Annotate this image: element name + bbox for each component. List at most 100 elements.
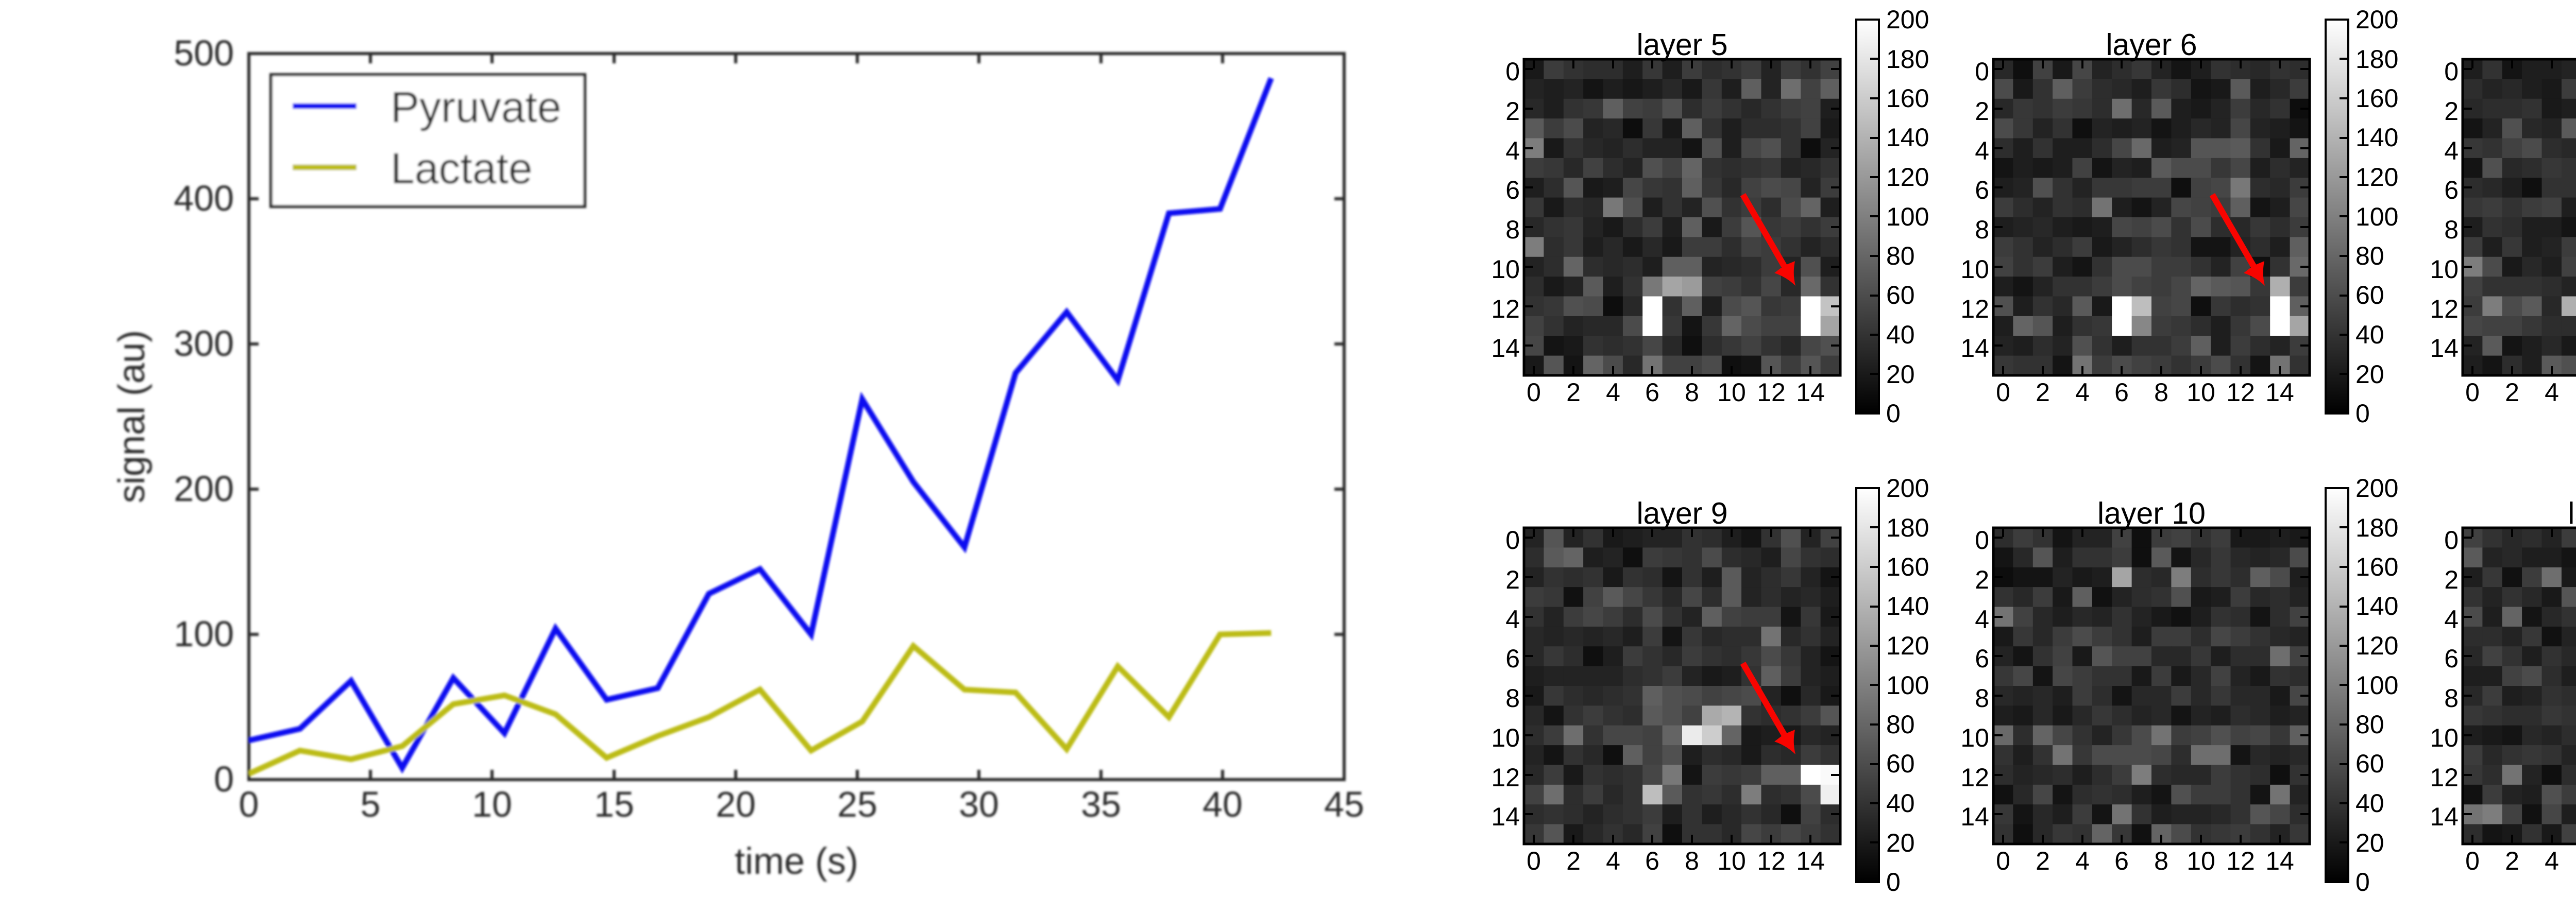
svg-text:0: 0	[1505, 526, 1520, 555]
svg-text:20: 20	[1886, 360, 1915, 389]
svg-text:40: 40	[2355, 320, 2384, 349]
svg-text:8: 8	[1685, 847, 1699, 875]
svg-text:300: 300	[174, 323, 234, 364]
svg-text:500: 500	[174, 33, 234, 73]
svg-text:200: 200	[2355, 5, 2398, 34]
svg-text:0: 0	[1886, 399, 1901, 428]
svg-text:8: 8	[1505, 684, 1520, 713]
svg-text:14: 14	[2265, 378, 2294, 407]
svg-text:14: 14	[1491, 802, 1520, 831]
svg-text:time (s): time (s)	[735, 841, 858, 882]
svg-text:160: 160	[1886, 553, 1929, 581]
svg-text:100: 100	[2355, 671, 2398, 700]
svg-text:45: 45	[1324, 784, 1364, 824]
svg-text:2: 2	[1975, 97, 1989, 126]
svg-text:160: 160	[1886, 84, 1929, 113]
svg-text:4: 4	[1606, 378, 1620, 407]
svg-text:35: 35	[1081, 784, 1121, 824]
svg-text:20: 20	[1886, 829, 1915, 857]
svg-text:14: 14	[2265, 847, 2294, 875]
svg-text:0: 0	[2465, 847, 2480, 875]
svg-text:4: 4	[1505, 136, 1520, 165]
svg-text:0: 0	[1996, 378, 2010, 407]
svg-text:60: 60	[1886, 749, 1915, 778]
svg-text:6: 6	[2444, 176, 2459, 204]
svg-text:4: 4	[2075, 378, 2090, 407]
svg-text:10: 10	[2430, 723, 2459, 752]
svg-text:2: 2	[2444, 97, 2459, 126]
svg-text:80: 80	[2355, 710, 2384, 739]
svg-text:layer 11: layer 11	[2568, 496, 2576, 530]
svg-text:14: 14	[2430, 802, 2459, 831]
svg-text:2: 2	[1505, 565, 1520, 594]
svg-text:140: 140	[1886, 592, 1929, 620]
svg-text:0: 0	[2444, 526, 2459, 555]
svg-text:100: 100	[1886, 671, 1929, 700]
svg-text:0: 0	[1886, 868, 1901, 896]
svg-text:0: 0	[2355, 868, 2370, 896]
svg-text:0: 0	[1505, 57, 1520, 86]
svg-text:10: 10	[472, 784, 512, 824]
svg-text:200: 200	[2355, 474, 2398, 503]
svg-text:180: 180	[1886, 513, 1929, 542]
svg-text:40: 40	[2355, 789, 2384, 818]
svg-text:14: 14	[1960, 334, 1989, 363]
svg-text:6: 6	[1505, 644, 1520, 673]
svg-text:0: 0	[2444, 57, 2459, 86]
svg-text:40: 40	[1886, 789, 1915, 818]
svg-text:2: 2	[2444, 565, 2459, 594]
svg-text:10: 10	[1717, 378, 1746, 407]
svg-text:12: 12	[1960, 763, 1989, 792]
svg-text:15: 15	[594, 784, 634, 824]
svg-text:40: 40	[1886, 320, 1915, 349]
svg-text:10: 10	[1960, 723, 1989, 752]
svg-text:4: 4	[2444, 136, 2459, 165]
svg-text:6: 6	[1505, 176, 1520, 204]
svg-text:20: 20	[2355, 360, 2384, 389]
svg-text:Lactate: Lactate	[391, 144, 533, 193]
svg-text:80: 80	[1886, 242, 1915, 270]
svg-text:layer 9: layer 9	[1636, 496, 1727, 530]
svg-text:80: 80	[2355, 242, 2384, 270]
svg-text:140: 140	[2355, 123, 2398, 152]
svg-text:4: 4	[2075, 847, 2090, 875]
svg-text:25: 25	[837, 784, 877, 824]
svg-text:layer 7: layer 7	[2575, 28, 2576, 62]
svg-text:0: 0	[1975, 57, 1989, 86]
svg-text:180: 180	[1886, 45, 1929, 74]
svg-text:0: 0	[1527, 847, 1541, 875]
svg-text:14: 14	[1491, 334, 1520, 363]
svg-text:120: 120	[2355, 631, 2398, 660]
svg-text:200: 200	[1886, 474, 1929, 503]
svg-text:4: 4	[1505, 605, 1520, 634]
svg-text:14: 14	[1796, 847, 1825, 875]
svg-text:2: 2	[1566, 378, 1581, 407]
svg-text:10: 10	[2187, 378, 2215, 407]
svg-text:8: 8	[2444, 684, 2459, 713]
svg-text:10: 10	[1960, 255, 1989, 284]
svg-text:2: 2	[2036, 847, 2050, 875]
svg-text:6: 6	[2114, 847, 2129, 875]
svg-text:12: 12	[1960, 295, 1989, 323]
svg-text:6: 6	[2114, 378, 2129, 407]
svg-text:8: 8	[2444, 215, 2459, 244]
svg-text:120: 120	[1886, 163, 1929, 192]
svg-text:10: 10	[2187, 847, 2215, 875]
svg-text:2: 2	[1505, 97, 1520, 126]
svg-text:5: 5	[361, 784, 381, 824]
svg-text:12: 12	[1491, 763, 1520, 792]
svg-text:160: 160	[2355, 553, 2398, 581]
svg-text:0: 0	[214, 759, 234, 799]
svg-text:Pyruvate: Pyruvate	[391, 83, 562, 131]
svg-text:0: 0	[2465, 378, 2480, 407]
svg-text:20: 20	[716, 784, 756, 824]
svg-text:0: 0	[1527, 378, 1541, 407]
svg-text:8: 8	[1505, 215, 1520, 244]
svg-text:2: 2	[2505, 378, 2519, 407]
svg-text:60: 60	[2355, 749, 2384, 778]
svg-text:layer 10: layer 10	[2097, 496, 2206, 530]
svg-text:10: 10	[2430, 255, 2459, 284]
svg-text:60: 60	[1886, 281, 1915, 309]
svg-text:6: 6	[1975, 176, 1989, 204]
svg-text:2: 2	[2505, 847, 2519, 875]
